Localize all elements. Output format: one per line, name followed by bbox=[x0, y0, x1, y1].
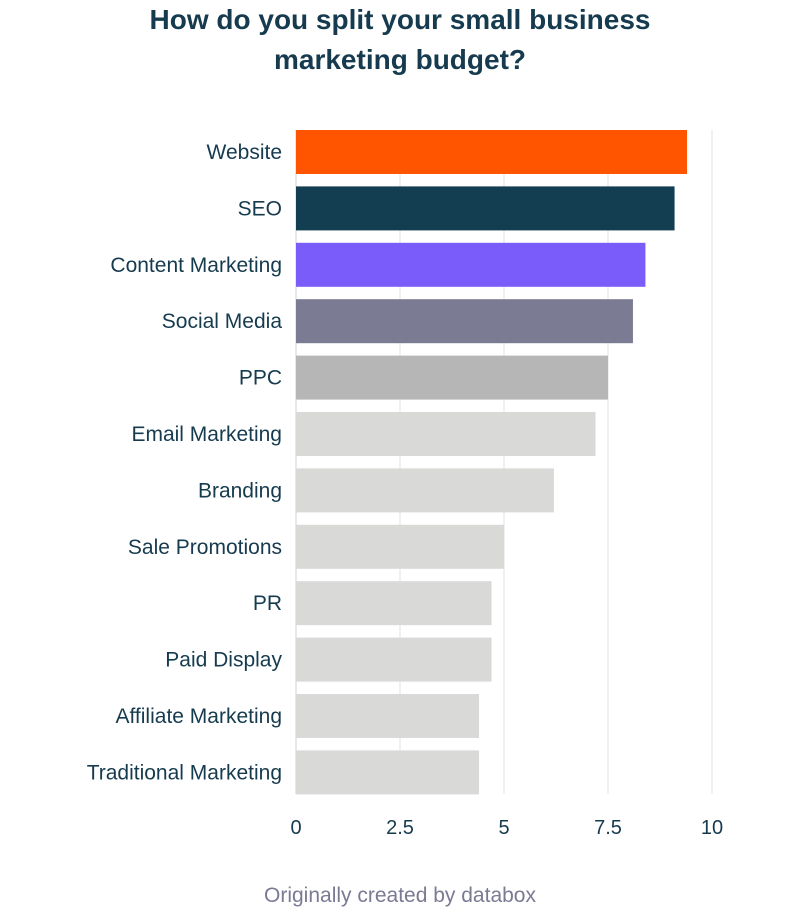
bar bbox=[296, 355, 608, 400]
chart-title: How do you split your small business mar… bbox=[0, 0, 800, 80]
category-label: PR bbox=[253, 592, 282, 615]
x-tick-label: 5 bbox=[498, 817, 509, 839]
category-label: Traditional Marketing bbox=[87, 761, 282, 784]
category-label: Paid Display bbox=[165, 649, 282, 672]
bar bbox=[296, 242, 646, 287]
chart-title-line-2: marketing budget? bbox=[273, 44, 526, 75]
gridlines bbox=[295, 130, 713, 794]
bars bbox=[296, 130, 688, 795]
category-label: Affiliate Marketing bbox=[115, 705, 282, 728]
bar bbox=[296, 581, 492, 626]
x-tick-label: 7.5 bbox=[594, 817, 622, 839]
x-axis-tick-labels: 0 2.5 5 7.5 10 bbox=[290, 817, 723, 839]
x-tick-label: 10 bbox=[701, 817, 723, 839]
bar bbox=[296, 750, 480, 795]
category-label: Website bbox=[207, 141, 282, 164]
category-label: Sale Promotions bbox=[128, 536, 282, 559]
chart-title-line-1: How do you split your small business bbox=[149, 4, 651, 35]
footer-credit: Originally created by databox bbox=[264, 884, 536, 907]
bar bbox=[296, 299, 633, 344]
category-labels: Website SEO Content Marketing Social Media P… bbox=[87, 141, 283, 784]
category-label: PPC bbox=[239, 367, 282, 390]
bar bbox=[296, 186, 675, 231]
category-label: Content Marketing bbox=[110, 254, 282, 277]
category-label: Email Marketing bbox=[131, 423, 282, 446]
bar bbox=[296, 524, 504, 569]
bar bbox=[296, 412, 596, 456]
category-label: SEO bbox=[238, 197, 282, 220]
bar bbox=[296, 694, 480, 738]
bar bbox=[296, 130, 688, 174]
category-label: Branding bbox=[198, 479, 282, 502]
x-tick-label: 2.5 bbox=[386, 817, 414, 839]
category-label: Social Media bbox=[162, 310, 283, 333]
bar bbox=[296, 637, 492, 682]
x-tick-label: 0 bbox=[290, 817, 301, 839]
bar bbox=[296, 468, 554, 513]
